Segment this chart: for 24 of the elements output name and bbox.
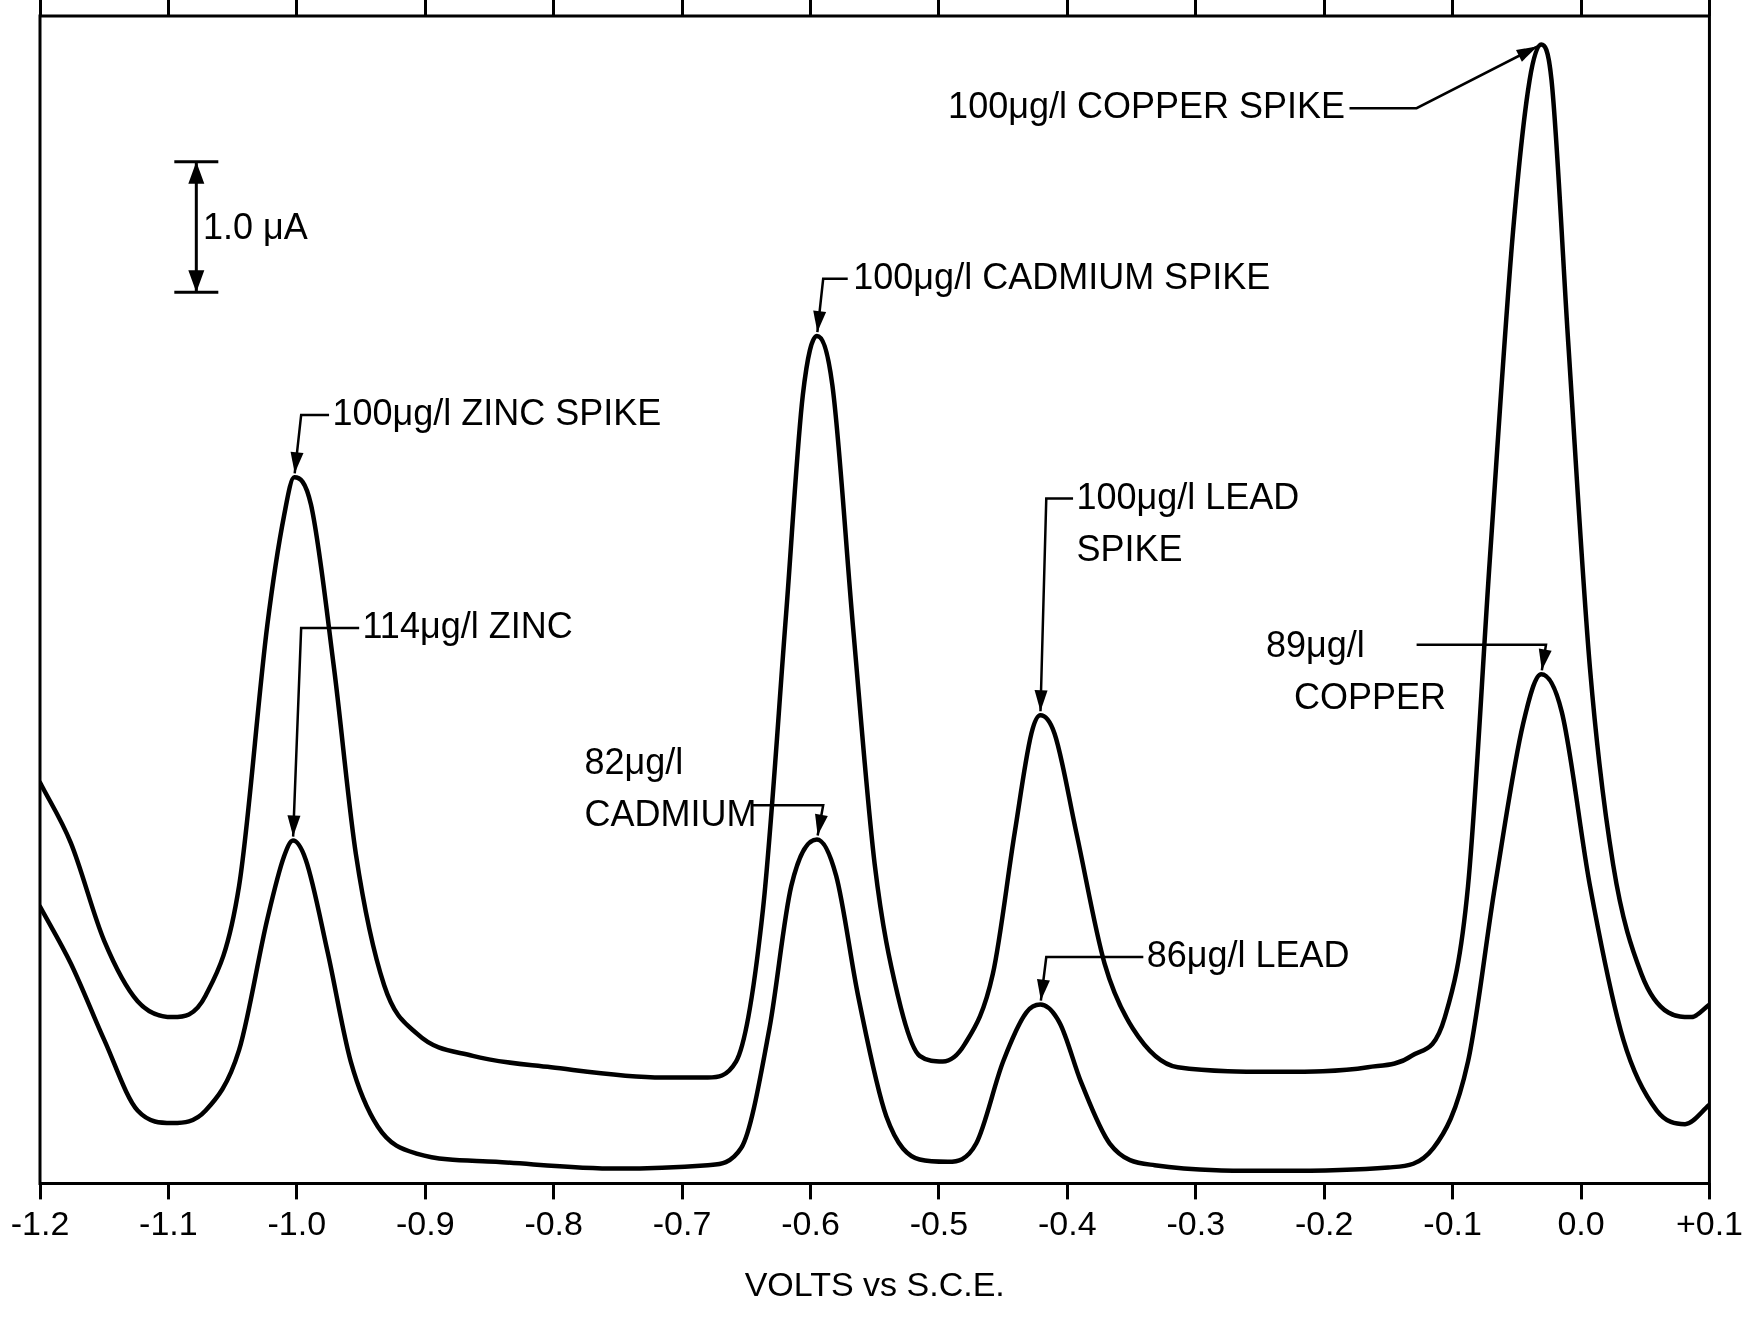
x-tick-label: -1.2 [10,1204,70,1243]
annotation: 100μg/l CADMIUM SPIKE [853,255,1271,297]
x-tick-label: -1.0 [267,1204,327,1243]
x-tick-label: -0.1 [1423,1204,1482,1243]
annotation: 82μg/l CADMIUM [584,740,757,834]
x-tick-label: -0.7 [652,1204,712,1243]
x-tick-label: -0.8 [524,1204,583,1243]
x-tick-label: -0.9 [395,1204,455,1243]
x-tick-label: -0.6 [781,1204,840,1243]
x-tick-label: -0.2 [1294,1204,1354,1243]
annotation: 89μg/l COPPER [1266,623,1446,717]
x-tick-label: -0.4 [1038,1204,1097,1243]
x-tick-label: 0.0 [1557,1204,1605,1243]
annotation: 1.0 μA [203,205,308,247]
x-tick-label: -0.5 [909,1204,969,1243]
annotation: 100μg/l ZINC SPIKE [332,391,662,433]
x-tick-label: -0.3 [1166,1204,1226,1243]
annotation: 100μg/l COPPER SPIKE [948,85,1346,127]
x-axis-title: VOLTS vs S.C.E. [744,1264,1005,1303]
annotation: 86μg/l LEAD [1146,933,1350,975]
annotation: 100μg/l LEAD SPIKE [1076,475,1300,569]
x-tick-label: -1.1 [139,1204,198,1243]
annotation: 114μg/l ZINC [362,604,573,646]
x-tick-label: +0.1 [1675,1204,1743,1243]
